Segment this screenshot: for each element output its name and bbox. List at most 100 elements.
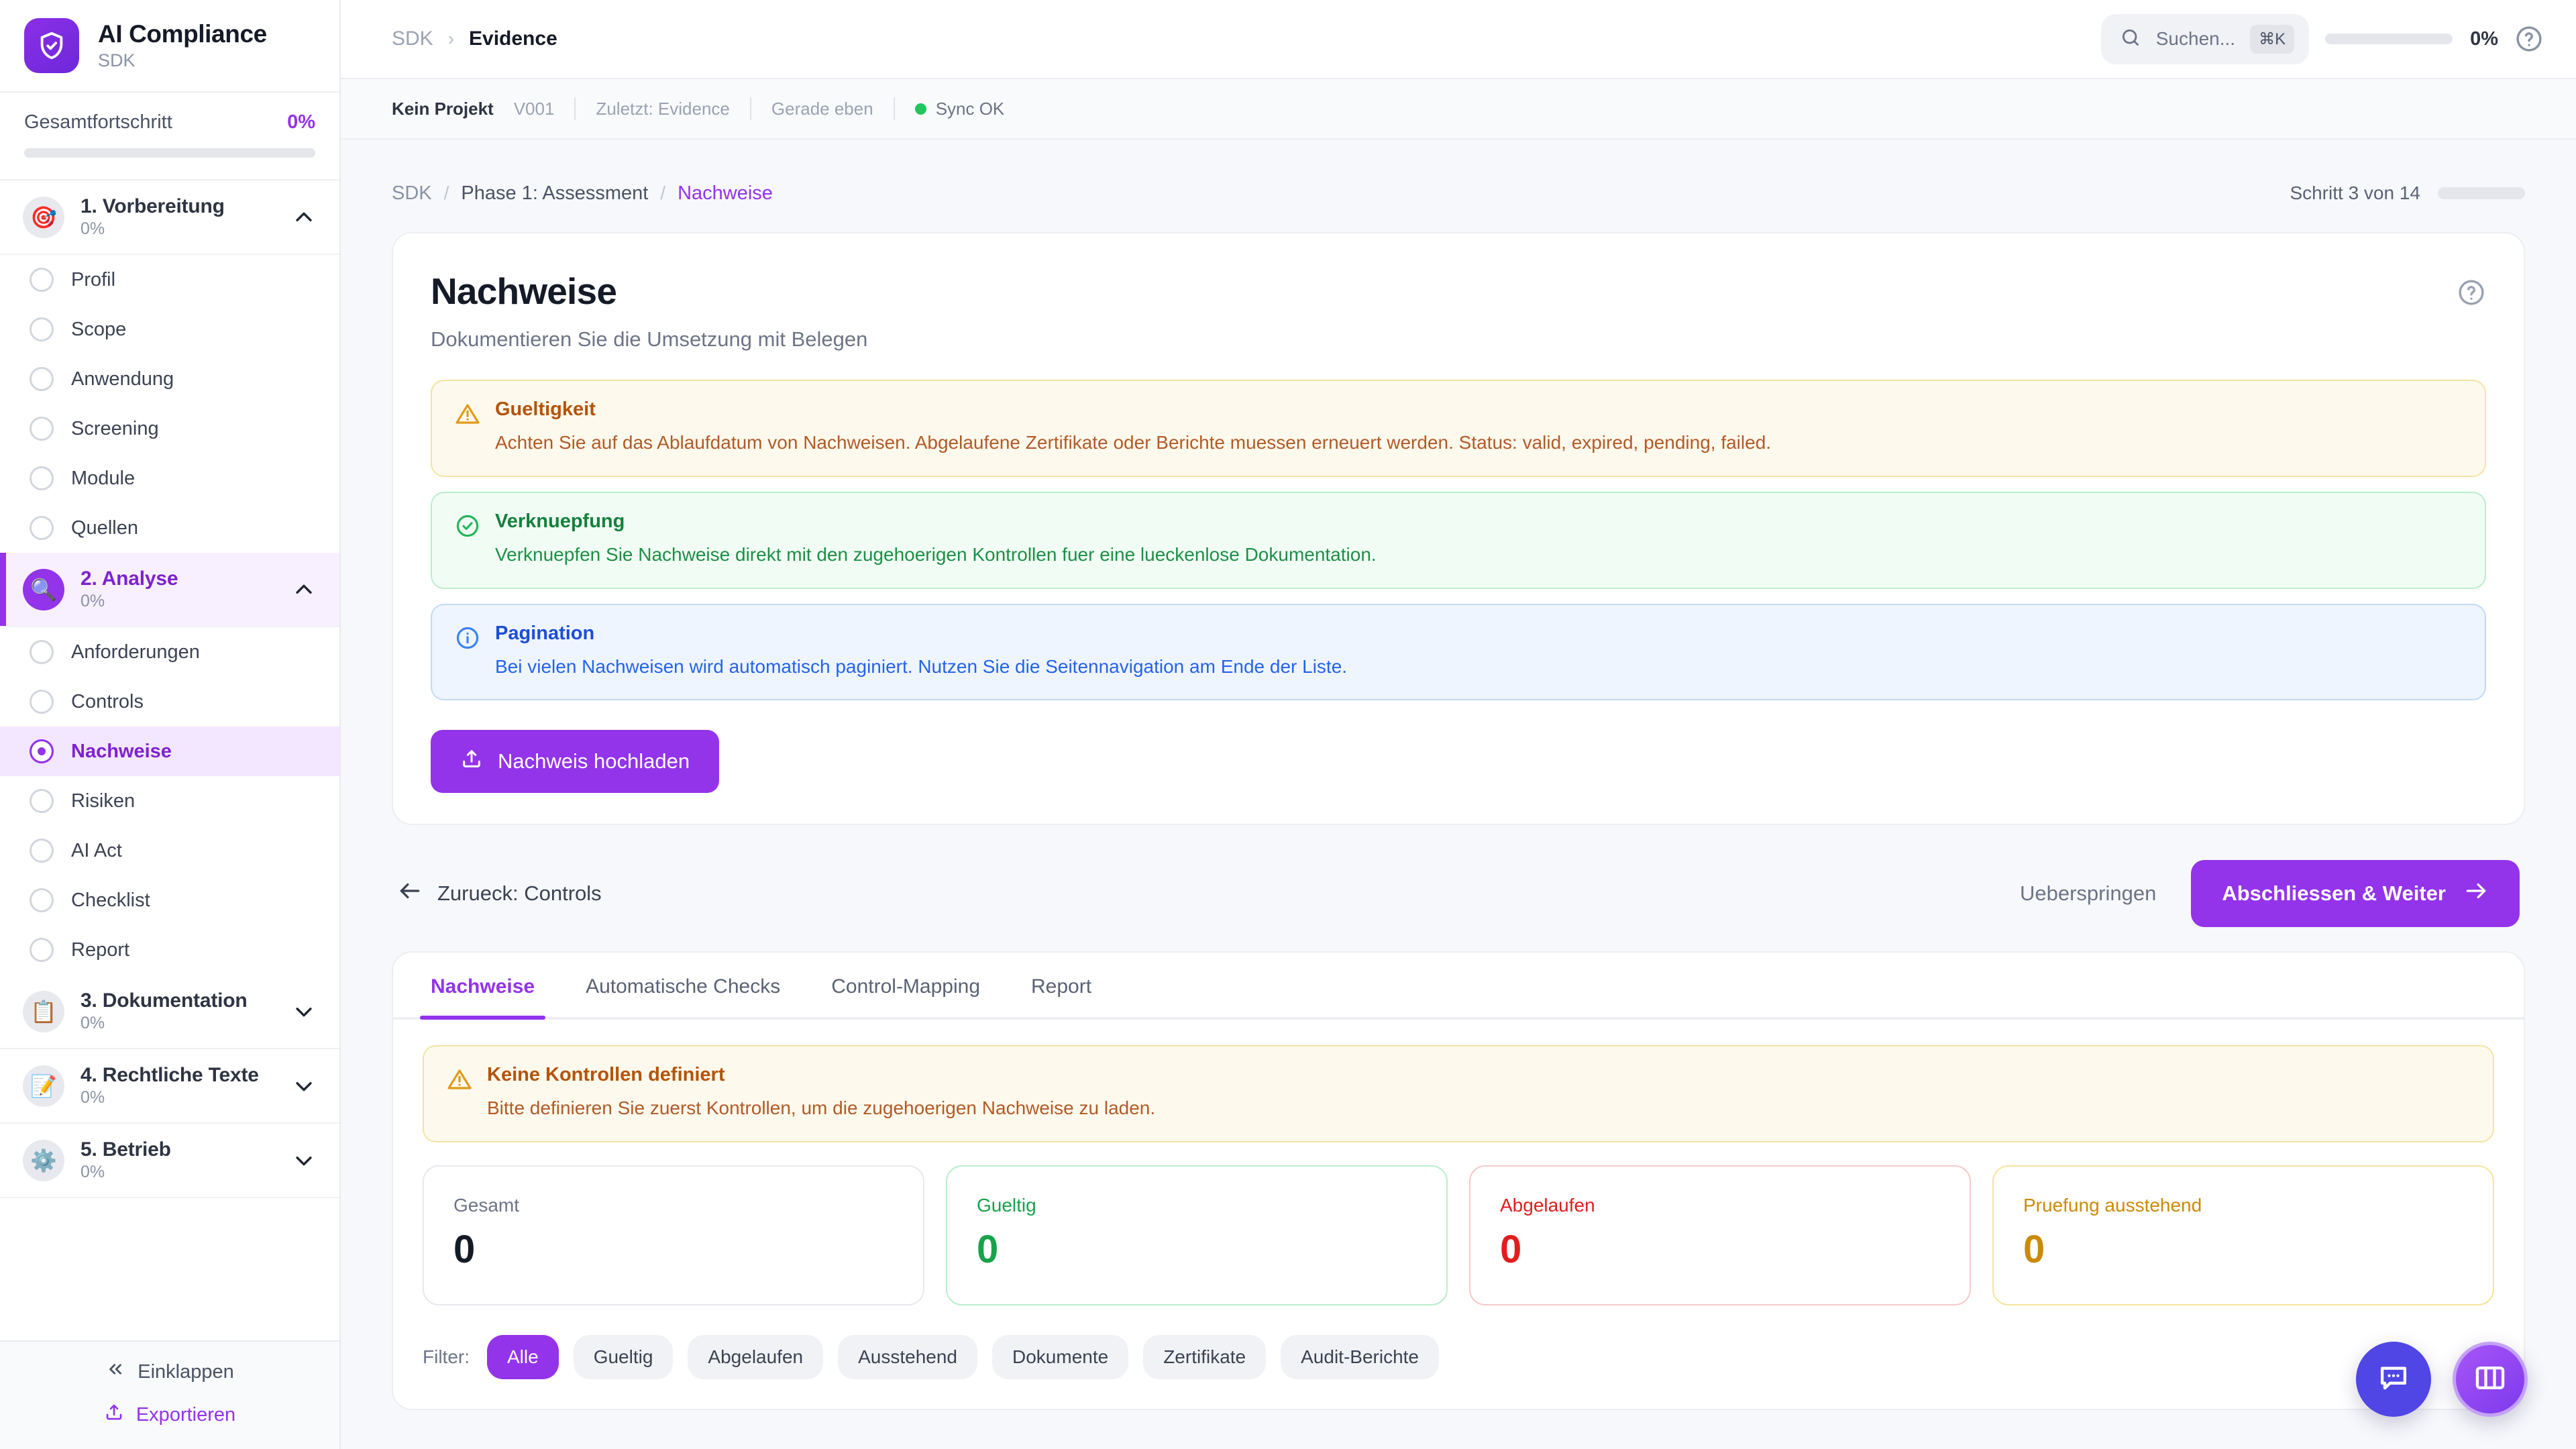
tab-nachweise[interactable]: Nachweise [405, 953, 560, 1020]
step-status-dot-icon [30, 268, 54, 292]
upload-icon [460, 747, 483, 775]
sidebar-group-percent: 0% [80, 1014, 105, 1032]
sidebar-item-label: AI Act [71, 839, 122, 861]
sidebar-item-label: Anwendung [71, 368, 174, 390]
complete-and-next-label: Abschliessen & Weiter [2222, 881, 2446, 906]
sidebar-group-percent: 0% [80, 1088, 105, 1107]
sidebar-group-2[interactable]: 🔍 2. Analyse 0% [0, 553, 339, 627]
info-note-title: Pagination [495, 622, 595, 644]
warning-triangle-icon [447, 1067, 472, 1092]
stat-card-gueltig: Gueltig 0 [946, 1165, 1448, 1306]
filter-row: Filter: Alle Gueltig Abgelaufen Ausstehend D… [423, 1335, 2494, 1380]
breadcrumb-item-1[interactable]: Phase 1: Assessment [461, 182, 649, 204]
search-placeholder: Suchen... [2155, 28, 2236, 49]
sidebar-group-label: 2. Analyse [80, 568, 178, 590]
breadcrumb-separator: / [660, 182, 666, 203]
sidebar-item-quellen[interactable]: Quellen [0, 503, 339, 553]
sidebar-item-profil[interactable]: Profil [0, 255, 339, 305]
breadcrumb: SDK / Phase 1: Assessment / Nachweise Sc… [392, 166, 2525, 220]
sidebar-item-scope[interactable]: Scope [0, 305, 339, 354]
no-controls-alert-title: Keine Kontrollen definiert [487, 1064, 725, 1086]
chevron-down-icon[interactable] [292, 1149, 315, 1172]
sidebar-group-3[interactable]: 📋 3. Dokumentation 0% [0, 975, 339, 1049]
sidebar-item-label: Anforderungen [71, 641, 200, 663]
filter-chip-abgelaufen[interactable]: Abgelaufen [688, 1335, 824, 1380]
complete-and-next-button[interactable]: Abschliessen & Weiter [2191, 860, 2520, 928]
filter-chip-dokumente[interactable]: Dokumente [992, 1335, 1129, 1380]
tab-control-mapping[interactable]: Control-Mapping [831, 975, 981, 998]
step-indicator: Schritt 3 von 14 [2290, 182, 2525, 204]
help-circle-icon[interactable] [2514, 24, 2544, 54]
step-status-dot-icon [30, 417, 54, 441]
help-circle-icon[interactable] [2457, 278, 2486, 307]
filter-chip-audit-berichte[interactable]: Audit-Berichte [1281, 1335, 1439, 1380]
upload-evidence-label: Nachweis hochladen [498, 749, 690, 773]
sidebar-brand[interactable]: AI Compliance SDK [0, 0, 339, 93]
back-button[interactable]: Zurueck: Controls [397, 878, 602, 909]
step-status-dot-icon [30, 466, 54, 490]
breadcrumb-item-2: Nachweise [678, 182, 773, 204]
sidebar-item-anwendung[interactable]: Anwendung [0, 354, 339, 404]
sidebar-item-risiken[interactable]: Risiken [0, 776, 339, 826]
sidebar-group-5[interactable]: ⚙️ 5. Betrieb 0% [0, 1124, 339, 1198]
info-note-gueltigkeit: Gueltigkeit Achten Sie auf das Ablaufdatu… [431, 380, 2486, 477]
info-note-pagination: Pagination Bei vielen Nachweisen wird aut… [431, 603, 2486, 701]
sidebar-group-4[interactable]: 📝 4. Rechtliche Texte 0% [0, 1049, 339, 1124]
stat-card-pruefung-ausstehend: Pruefung ausstehend 0 [1992, 1165, 2494, 1306]
topbar-progress-value: 0% [2470, 28, 2498, 50]
chat-fab[interactable] [2356, 1342, 2431, 1417]
chevron-up-icon[interactable] [292, 206, 315, 229]
sidebar-item-anforderungen[interactable]: Anforderungen [0, 627, 339, 677]
collapse-sidebar-button[interactable]: Einklappen [105, 1359, 234, 1385]
meta-version: V001 [513, 98, 555, 119]
meta-time: Gerade eben [771, 98, 873, 119]
step-status-dot-icon [30, 739, 54, 763]
status-dot-icon [914, 103, 926, 115]
sidebar-item-nachweise[interactable]: Nachweise [0, 727, 339, 776]
breadcrumb-item-0[interactable]: SDK [392, 182, 432, 204]
sidebar-item-report[interactable]: Report [0, 925, 339, 975]
sidebar-item-label: Screening [71, 417, 159, 439]
warning-triangle-icon [455, 401, 480, 427]
back-button-label: Zurueck: Controls [437, 881, 602, 906]
meta-last: Zuletzt: Evidence [596, 98, 730, 119]
filter-chip-gueltig[interactable]: Gueltig [573, 1335, 674, 1380]
sidebar-item-controls[interactable]: Controls [0, 677, 339, 727]
tab-report[interactable]: Report [1031, 975, 1092, 998]
export-button[interactable]: Exportieren [104, 1402, 235, 1428]
sidebar-item-module[interactable]: Module [0, 453, 339, 503]
sidebar-item-screening[interactable]: Screening [0, 404, 339, 453]
panel-body: Keine Kontrollen definiert Bitte definie… [393, 1020, 2524, 1409]
overall-progress: Gesamtfortschritt 0% [0, 93, 339, 180]
overall-progress-label: Gesamtfortschritt [24, 111, 172, 133]
sidebar-item-label: Nachweise [71, 740, 172, 762]
topbar-breadcrumb-root[interactable]: SDK [392, 28, 433, 50]
chevron-up-icon[interactable] [292, 578, 315, 601]
info-note-verknuepfung: Verknuepfung Verknuepfen Sie Nachweise di… [431, 491, 2486, 589]
topbar-breadcrumb: SDK › Evidence [392, 28, 557, 50]
filter-chip-zertifikate[interactable]: Zertifikate [1143, 1335, 1267, 1380]
chevron-down-icon[interactable] [292, 1075, 315, 1097]
upload-evidence-button[interactable]: Nachweis hochladen [431, 730, 720, 794]
filter-chip-alle[interactable]: Alle [487, 1335, 559, 1380]
chevrons-left-icon [105, 1359, 125, 1385]
chevron-down-icon[interactable] [292, 1000, 315, 1023]
clipboard-emoji: 📋 [23, 990, 64, 1032]
search-input[interactable]: Suchen... ⌘K [2100, 13, 2310, 64]
panels-fab[interactable] [2453, 1342, 2528, 1417]
sidebar-group-label: 5. Betrieb [80, 1138, 171, 1161]
skip-button[interactable]: Ueberspringen [2019, 881, 2157, 906]
sidebar-item-ai-act[interactable]: AI Act [0, 826, 339, 875]
sidebar-item-checklist[interactable]: Checklist [0, 875, 339, 925]
sidebar-group-label: 1. Vorbereitung [80, 195, 225, 217]
sidebar-item-label: Risiken [71, 790, 136, 812]
step-indicator-track [2438, 187, 2525, 199]
topbar-progress-track [2325, 34, 2453, 44]
step-status-dot-icon [30, 888, 54, 912]
stat-value: 0 [453, 1228, 476, 1272]
filter-chip-ausstehend[interactable]: Ausstehend [838, 1335, 977, 1380]
sidebar-group-1[interactable]: 🎯 1. Vorbereitung 0% [0, 180, 339, 255]
info-circle-icon [455, 625, 480, 651]
tab-automatische-checks[interactable]: Automatische Checks [586, 975, 781, 998]
